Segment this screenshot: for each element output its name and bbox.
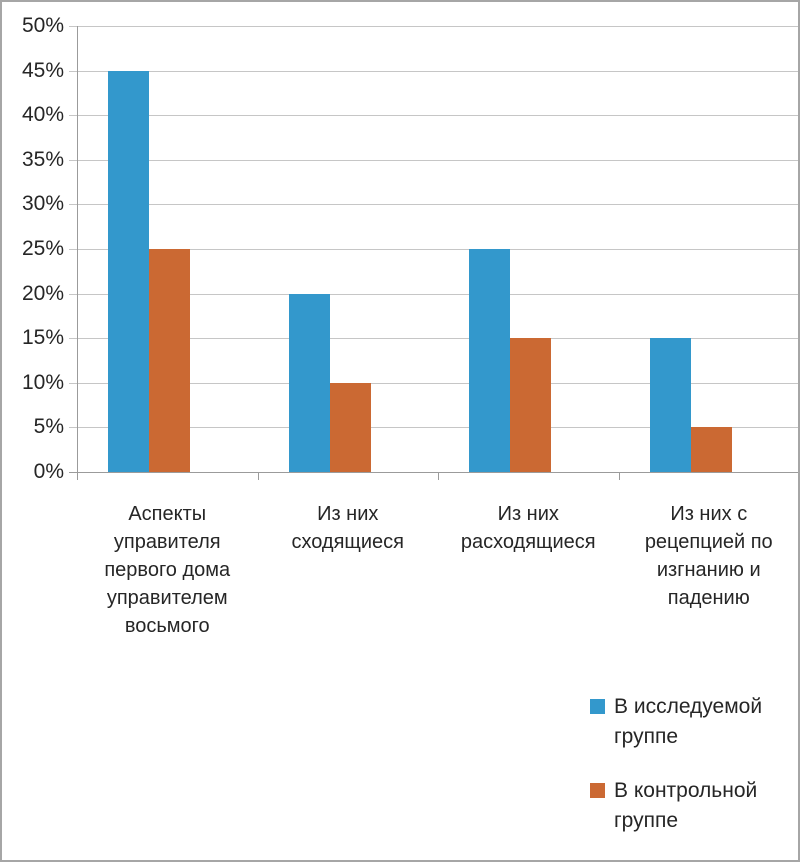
gridline xyxy=(69,338,798,339)
y-axis-tick-label: 15% xyxy=(21,326,64,349)
y-axis-tick-label: 45% xyxy=(21,59,64,82)
y-axis-tick-label: 25% xyxy=(21,237,64,260)
x-axis-tick-mark xyxy=(619,472,620,480)
y-axis-line xyxy=(77,26,78,472)
bar-s0-c3 xyxy=(650,338,691,472)
gridline xyxy=(69,204,798,205)
y-axis-tick-label: 50% xyxy=(21,14,64,37)
bar-s1-c1 xyxy=(330,383,371,472)
legend-color-swatch xyxy=(590,783,605,798)
x-axis-category-label: Аспекты управителя первого дома управите… xyxy=(77,500,258,640)
gridline xyxy=(69,160,798,161)
gridline xyxy=(69,71,798,72)
category-label-text: Из них расходящиеся xyxy=(460,503,596,553)
plot-area xyxy=(69,26,798,480)
bar-s1-c2 xyxy=(510,338,551,472)
category-label-text: Из них с рецепцией по изгнанию и падению xyxy=(644,503,773,609)
bar-s0-c0 xyxy=(108,71,149,472)
x-axis-category-label: Из них с рецепцией по изгнанию и падению xyxy=(619,500,799,612)
y-axis-tick-label: 0% xyxy=(33,460,64,483)
bar-s1-c0 xyxy=(149,249,190,472)
gridline xyxy=(69,383,798,384)
bar-s0-c2 xyxy=(469,249,510,472)
y-axis-tick-label: 35% xyxy=(21,148,64,171)
x-axis-tick-mark xyxy=(438,472,439,480)
gridline xyxy=(69,249,798,250)
bar-s1-c3 xyxy=(691,427,732,472)
category-label-text: Аспекты управителя первого дома управите… xyxy=(104,503,231,637)
legend-item: В исследуемой группе xyxy=(590,692,766,752)
y-axis-tick-label: 20% xyxy=(21,282,64,305)
gridline xyxy=(69,294,798,295)
category-label-text: Из них сходящиеся xyxy=(291,503,405,553)
x-axis-line xyxy=(69,472,798,473)
y-axis-tick-label: 30% xyxy=(21,192,64,215)
gridline xyxy=(69,26,798,27)
x-axis-category-label: Из них расходящиеся xyxy=(438,500,619,556)
gridline xyxy=(69,427,798,428)
y-axis-tick-label: 40% xyxy=(21,103,64,126)
bar-s0-c1 xyxy=(289,294,330,472)
x-axis-tick-mark xyxy=(258,472,259,480)
legend-label: В контрольной группе xyxy=(614,779,758,832)
x-axis-tick-mark xyxy=(77,472,78,480)
y-axis-tick-label: 10% xyxy=(21,371,64,394)
gridline xyxy=(69,115,798,116)
y-axis-tick-label: 5% xyxy=(33,415,64,438)
x-axis-category-label: Из них сходящиеся xyxy=(258,500,439,556)
legend-label: В исследуемой группе xyxy=(614,695,763,748)
legend-color-swatch xyxy=(590,699,605,714)
legend-item: В контрольной группе xyxy=(590,776,766,836)
